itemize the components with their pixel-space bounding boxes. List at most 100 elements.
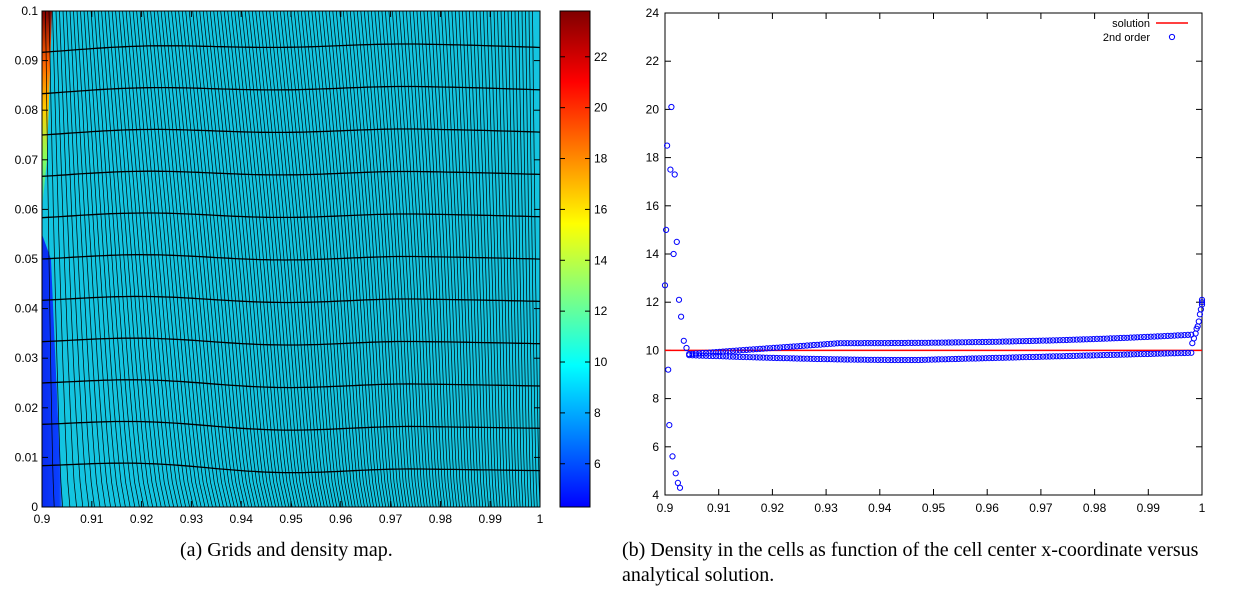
data-point [683,344,690,352]
x-tick-label: 0.95 [279,512,303,526]
data-point [1002,354,1010,361]
data-point [881,356,888,363]
data-point [908,356,915,364]
y-tick-label: 14 [646,247,660,261]
data-point [780,355,787,362]
data-point [982,355,989,362]
data-point [1097,335,1104,342]
data-point [959,339,966,346]
data-point [831,340,838,347]
grid-line-vertical [339,11,381,507]
data-point [861,356,868,363]
x-tick-label: 1 [1199,501,1206,515]
data-point [702,352,710,359]
colorbar-tick-label: 8 [594,406,601,420]
grid-line-vertical [52,11,71,507]
data-point [1141,350,1148,358]
data-point [942,356,949,363]
data-point [663,226,670,233]
data-point [1090,336,1097,343]
grid-line-horizontal [42,420,540,431]
data-point [800,355,807,362]
data-point [709,349,716,356]
grid-line-vertical [458,11,481,507]
data-point [1130,351,1138,358]
data-point [1026,337,1033,345]
data-point [1002,338,1010,345]
data-point [986,355,993,362]
data-point [1033,353,1040,360]
data-point [1127,334,1134,341]
grid-line-vertical [388,11,422,507]
data-point [851,356,858,363]
y-tick-label: 0.02 [15,401,39,415]
data-point [1151,350,1158,357]
grid-line-vertical [395,11,428,507]
data-point [713,349,720,356]
data-point [891,339,898,347]
data-point [955,339,962,346]
grid-line-vertical [188,11,242,507]
data-point [1036,353,1043,360]
grid-line-vertical [462,11,484,507]
data-point [1144,333,1151,340]
data-point [851,340,858,347]
data-point [817,355,824,363]
data-point [1171,332,1178,339]
y-tick-label: 18 [646,151,660,165]
y-tick-label: 0.07 [15,153,39,167]
grid-line-vertical [423,11,452,507]
data-point [1026,353,1033,361]
data-point [989,338,996,345]
grid-line-vertical [356,11,396,507]
data-point [723,353,730,360]
data-point [915,339,922,346]
data-point [1120,351,1128,358]
data-point [955,355,962,362]
data-point [746,354,753,361]
grid-line-vertical [241,11,293,507]
legend-label-solution: solution [1112,18,1150,30]
data-point [1184,349,1192,356]
data-point [790,355,797,362]
grid-line-vertical [444,11,469,507]
data-point [746,346,753,353]
data-point [706,352,713,359]
data-point [898,339,905,347]
y-tick-label: 20 [646,102,660,116]
colorbar-tick-label: 22 [594,50,608,64]
data-point [948,339,956,346]
data-point [831,356,838,363]
grid-line-vertical [185,11,239,507]
grid-line-vertical [472,11,492,507]
data-point [1181,332,1188,339]
data-point [713,353,720,360]
grid-line-vertical [244,11,296,507]
data-point [669,453,676,460]
data-point [665,366,672,373]
data-point [1114,351,1121,358]
data-point [1174,350,1181,357]
data-point [854,356,861,363]
data-point [1019,354,1026,361]
data-point [1097,352,1104,359]
grid-line-vertical [406,11,437,507]
x-tick-label: 0.99 [1137,501,1161,515]
data-point [1188,349,1195,356]
data-point [861,340,868,347]
grid-line-vertical [325,11,368,507]
low-density-strip-shape [42,234,62,507]
data-point [810,341,817,349]
grid-line-vertical [115,11,162,507]
data-point [905,356,912,364]
grid-line-vertical [335,11,378,507]
y-tick-label: 0.03 [15,351,39,365]
data-point [766,354,774,361]
data-point [719,348,727,355]
grid-line-vertical [80,11,116,507]
data-point [729,353,737,360]
grid-line-vertical [349,11,390,507]
data-point [868,356,875,363]
grid-line-vertical [178,11,232,507]
density-map-panel: 0.9 0.91 0.92 0.93 0.94 0.95 0.96 0.97 0.98 0.99 1… [15,4,608,526]
